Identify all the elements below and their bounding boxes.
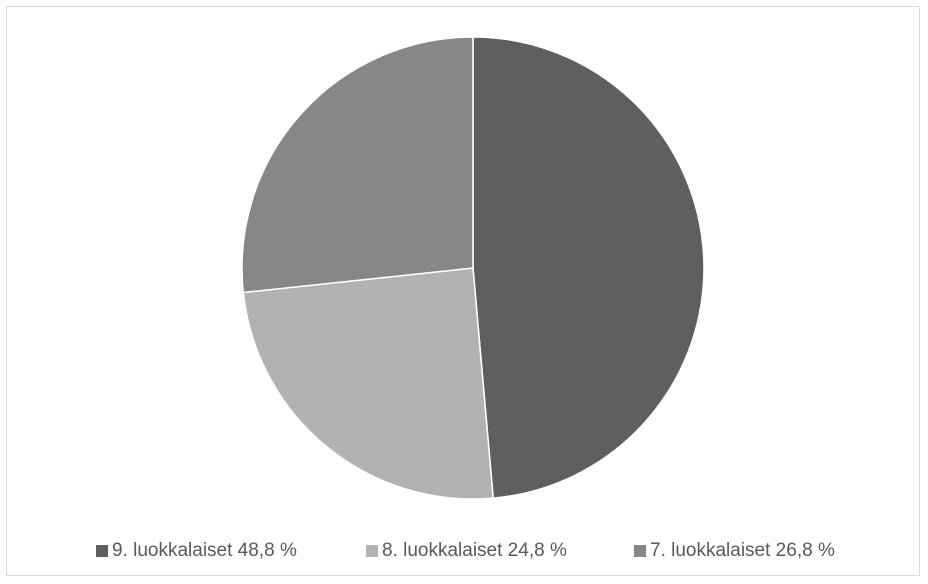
pie-slice-2 <box>241 36 474 294</box>
legend-label: 9. luokkalaiset 48,8 % <box>112 540 297 561</box>
legend-item: 9. luokkalaiset 48,8 % <box>96 540 297 562</box>
legend-label: 7. luokkalaiset 26,8 % <box>650 540 835 561</box>
legend-swatch-9 <box>96 545 108 557</box>
legend-label: 8. luokkalaiset 24,8 % <box>382 540 567 561</box>
legend: 9. luokkalaiset 48,8 % 8. luokkalaiset 2… <box>0 540 928 564</box>
pie-slice-0 <box>472 36 705 499</box>
legend-swatch-8 <box>366 545 378 557</box>
legend-item: 7. luokkalaiset 26,8 % <box>634 540 835 562</box>
pie-slice-1 <box>242 267 495 500</box>
legend-swatch-7 <box>634 545 646 557</box>
legend-item: 8. luokkalaiset 24,8 % <box>366 540 567 562</box>
